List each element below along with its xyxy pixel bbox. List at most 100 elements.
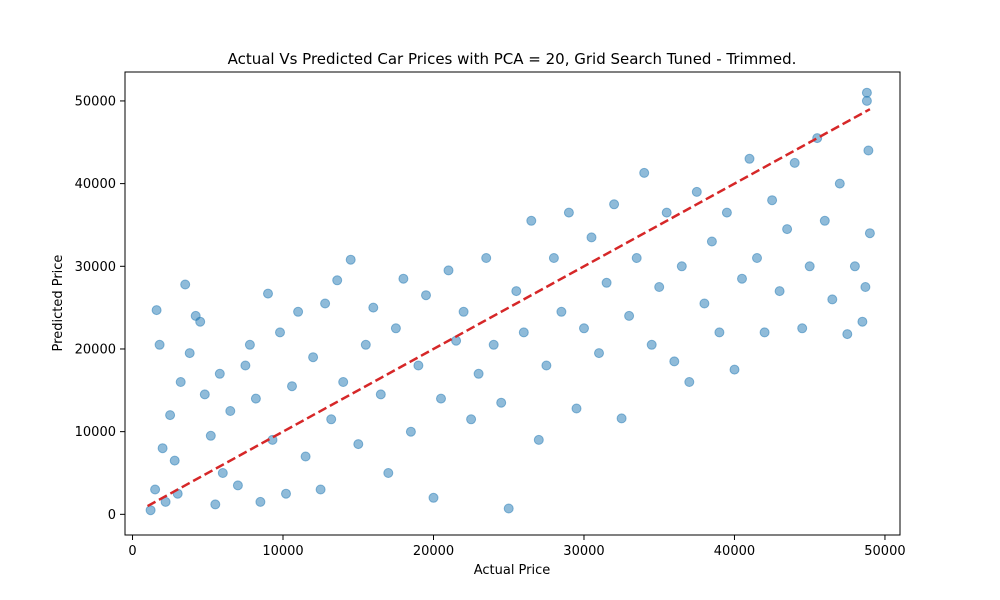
scatter-point bbox=[548, 253, 559, 263]
scatter-point bbox=[488, 339, 499, 350]
scatter-point bbox=[699, 298, 710, 309]
y-tick-label: 10000 bbox=[75, 425, 116, 440]
scatter-point bbox=[684, 377, 695, 387]
x-tick-label: 50000 bbox=[864, 544, 905, 559]
scatter-point bbox=[639, 167, 650, 178]
scatter-point bbox=[353, 439, 364, 450]
scatter-point bbox=[250, 393, 261, 404]
scatter-point bbox=[320, 298, 331, 309]
y-tick-label: 0 bbox=[108, 508, 116, 523]
scatter-point bbox=[332, 275, 343, 286]
scatter-point bbox=[797, 323, 808, 334]
scatter-point bbox=[774, 286, 785, 297]
y-axis: 0 10000 20000 30000 40000 50000 bbox=[75, 94, 125, 523]
x-tick-label: 30000 bbox=[563, 544, 604, 559]
reference-line bbox=[146, 108, 871, 508]
scatter-point bbox=[721, 207, 732, 218]
scatter-point bbox=[496, 397, 507, 408]
scatter-point bbox=[210, 499, 221, 510]
scatter-point bbox=[609, 199, 620, 210]
scatter-point bbox=[676, 261, 687, 272]
scatter-point bbox=[533, 434, 544, 445]
scatter-point bbox=[232, 480, 243, 491]
scatter-point bbox=[428, 492, 439, 503]
scatter-point bbox=[729, 364, 740, 375]
scatter-point bbox=[255, 496, 266, 507]
scatter-point bbox=[293, 306, 304, 317]
scatter-point bbox=[214, 368, 225, 379]
scatter-point bbox=[180, 279, 191, 290]
scatter-point bbox=[782, 224, 793, 235]
y-tick-label: 20000 bbox=[75, 342, 116, 357]
scatter-point bbox=[631, 253, 642, 263]
scatter-point bbox=[390, 323, 401, 334]
y-tick-label: 40000 bbox=[75, 177, 116, 192]
scatter-point bbox=[563, 207, 574, 218]
scatter-point bbox=[669, 356, 680, 367]
scatter-point bbox=[571, 403, 582, 414]
scatter-point bbox=[481, 253, 492, 263]
scatter-point bbox=[579, 323, 589, 334]
scatter-point bbox=[300, 451, 311, 462]
scatter-point bbox=[849, 261, 860, 272]
scatter-point bbox=[863, 145, 874, 156]
scatter-point bbox=[616, 413, 627, 424]
scatter-point bbox=[281, 488, 291, 499]
scatter-point bbox=[819, 215, 830, 226]
scatter-point bbox=[860, 282, 871, 292]
scatter-point bbox=[338, 377, 349, 387]
chart-title: Actual Vs Predicted Car Prices with PCA … bbox=[228, 50, 797, 68]
reference-line-layer bbox=[146, 108, 871, 508]
scatter-point bbox=[157, 443, 168, 454]
scatter-point bbox=[654, 282, 665, 292]
plot-frame bbox=[124, 71, 901, 536]
scatter-point bbox=[308, 352, 319, 363]
scatter-point bbox=[767, 195, 778, 206]
scatter-point bbox=[759, 327, 770, 338]
x-tick-label: 10000 bbox=[262, 544, 303, 559]
scatter-point bbox=[150, 484, 161, 495]
x-axis-label: Actual Price bbox=[474, 563, 551, 578]
scatter-point bbox=[861, 87, 872, 98]
scatter-point bbox=[240, 360, 251, 371]
scatter-point bbox=[263, 288, 273, 299]
scatter-point bbox=[175, 377, 186, 387]
scatter-point bbox=[518, 327, 529, 338]
x-axis: 0 10000 20000 30000 40000 50000 bbox=[128, 535, 906, 559]
scatter-point bbox=[714, 327, 725, 338]
scatter-point bbox=[857, 316, 868, 327]
x-tick-label: 40000 bbox=[714, 544, 755, 559]
scatter-point bbox=[737, 273, 747, 284]
scatter-point bbox=[473, 368, 484, 379]
x-tick-label: 0 bbox=[128, 544, 136, 559]
scatter-point bbox=[436, 393, 446, 404]
scatter-point bbox=[184, 348, 195, 359]
points-layer bbox=[145, 87, 875, 516]
scatter-point bbox=[375, 389, 386, 400]
scatter-point bbox=[646, 339, 657, 350]
scatter-point bbox=[275, 327, 285, 338]
scatter-point bbox=[199, 389, 210, 400]
scatter-point bbox=[586, 232, 597, 243]
scatter-point bbox=[789, 157, 800, 168]
scatter-point bbox=[421, 290, 431, 301]
scatter-point bbox=[405, 426, 416, 437]
scatter-point bbox=[842, 329, 853, 340]
scatter-point bbox=[624, 310, 635, 321]
scatter-point bbox=[661, 207, 672, 218]
scatter-point bbox=[691, 186, 702, 197]
scatter-point bbox=[541, 360, 552, 371]
scatter-point bbox=[744, 153, 755, 164]
scatter-point bbox=[315, 484, 326, 495]
scatter-point bbox=[244, 339, 255, 350]
scatter-point bbox=[594, 348, 604, 359]
scatter-point bbox=[458, 306, 469, 317]
y-tick-label: 30000 bbox=[75, 260, 116, 275]
x-tick-label: 20000 bbox=[413, 544, 454, 559]
scatter-point bbox=[466, 414, 477, 425]
scatter-point bbox=[601, 277, 612, 288]
scatter-point bbox=[383, 468, 394, 478]
y-axis-label: Predicted Price bbox=[51, 255, 66, 352]
scatter-point bbox=[360, 339, 371, 350]
scatter-point bbox=[827, 294, 838, 305]
